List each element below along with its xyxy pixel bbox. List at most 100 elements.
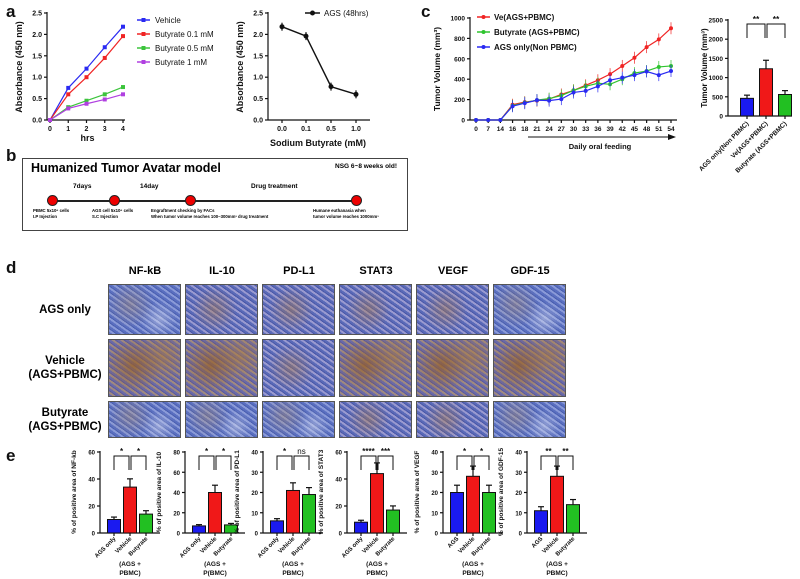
row-label: AGS only bbox=[20, 303, 110, 317]
significance-bracket bbox=[540, 455, 557, 470]
y-tick-label: 60 bbox=[173, 471, 180, 477]
bar bbox=[354, 521, 368, 534]
y-tick-label: 2.0 bbox=[32, 32, 42, 39]
y-tick-label: 80 bbox=[173, 451, 180, 457]
y-tick-label: 2.5 bbox=[32, 11, 42, 18]
panel-label-e: e bbox=[6, 446, 16, 465]
data-point bbox=[102, 55, 107, 60]
note-line: When tumor volume reaches 100~300mm³ dru… bbox=[151, 213, 269, 219]
y-tick-label: 0.0 bbox=[32, 118, 42, 125]
y-tick-label: 40 bbox=[251, 451, 258, 457]
significance-bracket bbox=[215, 455, 232, 470]
x-tick-label: 0.0 bbox=[277, 126, 287, 133]
timeline-note: AGS cell 5x10⁶ cells S.C Injection bbox=[92, 208, 133, 219]
ihc-image bbox=[262, 284, 335, 335]
y-axis-label: Tumor Volume (mm³) bbox=[432, 27, 442, 111]
y-tick-label: 20 bbox=[251, 491, 258, 497]
ihc-image bbox=[339, 339, 412, 397]
bar bbox=[534, 510, 548, 534]
x-tick-label: 18 bbox=[521, 126, 529, 133]
bar bbox=[370, 473, 384, 534]
bar bbox=[759, 68, 773, 117]
x-tick-label: AGS only bbox=[94, 536, 118, 560]
timeline-note: Humane euthanasia when tumor volume reach… bbox=[313, 208, 379, 219]
bar bbox=[123, 486, 137, 534]
y-tick-label: 600 bbox=[454, 56, 465, 63]
y-tick-label: 10 bbox=[431, 511, 438, 517]
group-label: (AGS + bbox=[546, 561, 568, 568]
significance-label: * bbox=[480, 447, 484, 456]
panel-label-d: d bbox=[6, 258, 17, 277]
bar bbox=[192, 525, 206, 534]
x-tick-label: 16 bbox=[509, 126, 517, 133]
row-label-line: (AGS+PBMC) bbox=[28, 420, 102, 433]
x-tick-label: 36 bbox=[594, 126, 602, 133]
x-tick-label: 1 bbox=[66, 126, 70, 133]
y-tick-label: 40 bbox=[88, 478, 95, 484]
y-tick-label: 1.5 bbox=[32, 53, 42, 60]
x-tick-label: AGS bbox=[447, 536, 460, 549]
y-tick-label: 30 bbox=[515, 471, 522, 477]
bar bbox=[482, 492, 496, 534]
x-tick-label: 27 bbox=[558, 126, 566, 133]
y-tick-label: 40 bbox=[335, 478, 342, 484]
ihc-image bbox=[493, 339, 566, 397]
row-label-line: Vehicle bbox=[45, 355, 85, 367]
y-tick-label: 800 bbox=[454, 36, 465, 43]
x-tick-label: 7 bbox=[486, 126, 490, 133]
y-tick-label: 2.5 bbox=[253, 11, 263, 18]
row-label-line: Butyrate bbox=[41, 406, 89, 419]
interval-label: 14day bbox=[140, 183, 159, 190]
x-tick-label: 24 bbox=[546, 126, 554, 133]
interval-label: 7days bbox=[73, 183, 92, 190]
bar bbox=[107, 519, 121, 534]
ihc-image bbox=[416, 339, 489, 397]
data-point bbox=[102, 97, 107, 102]
legend-marker bbox=[141, 60, 146, 64]
column-header: IL-10 bbox=[209, 265, 235, 277]
y-tick-label: 200 bbox=[454, 97, 465, 104]
group-label: (AGS + bbox=[366, 561, 388, 568]
data-point bbox=[102, 92, 107, 97]
significance-label: *** bbox=[381, 447, 391, 456]
y-tick-label: 20 bbox=[335, 505, 342, 511]
significance-label: **** bbox=[362, 447, 375, 456]
y-tick-label: 20 bbox=[173, 511, 180, 517]
column-header: VEGF bbox=[438, 265, 468, 277]
y-tick-label: 0.5 bbox=[253, 96, 263, 103]
significance-bracket bbox=[113, 455, 130, 470]
x-tick-label: 48 bbox=[643, 126, 651, 133]
x-tick-label: AGS only bbox=[179, 536, 203, 560]
data-point bbox=[498, 118, 503, 122]
note-line: Engraftment checking by FACs bbox=[151, 208, 215, 213]
x-axis-label: Daily oral feeding bbox=[569, 142, 632, 151]
ihc-image bbox=[185, 339, 258, 397]
ihc-image bbox=[185, 284, 258, 335]
y-axis-label: % of positive area of VEGF bbox=[414, 451, 421, 534]
data-point bbox=[84, 66, 89, 71]
series-line bbox=[476, 27, 672, 121]
significance-label: ns bbox=[297, 447, 305, 456]
series-line bbox=[49, 26, 124, 121]
group-label: P(BMC) bbox=[203, 570, 226, 577]
significance-label: ** bbox=[753, 14, 760, 24]
legend-label: AGS (48hrs) bbox=[324, 9, 369, 18]
bar bbox=[566, 504, 580, 534]
data-point bbox=[121, 85, 125, 90]
row-label: Vehicle (AGS+PBMC) bbox=[20, 354, 110, 382]
timeline-dot bbox=[185, 195, 196, 206]
bar bbox=[386, 509, 400, 534]
legend-label: Ve(AGS+PBMC) bbox=[494, 13, 555, 22]
y-axis-label: % of positive area of IL-10 bbox=[156, 452, 163, 533]
group-label: PBMC) bbox=[366, 570, 387, 577]
significance-label: * bbox=[463, 447, 467, 456]
y-tick-label: 10 bbox=[251, 511, 258, 517]
y-axis-label: % of positive area of NF-kb bbox=[71, 450, 78, 533]
legend-label: AGS only(Non PBMC) bbox=[494, 43, 577, 52]
y-tick-label: 2000 bbox=[709, 37, 724, 44]
data-point bbox=[66, 92, 71, 97]
row-label-line: (AGS+PBMC) bbox=[28, 369, 102, 381]
legend-marker bbox=[481, 45, 486, 49]
ihc-image bbox=[493, 401, 566, 438]
significance-bracket bbox=[456, 455, 473, 470]
